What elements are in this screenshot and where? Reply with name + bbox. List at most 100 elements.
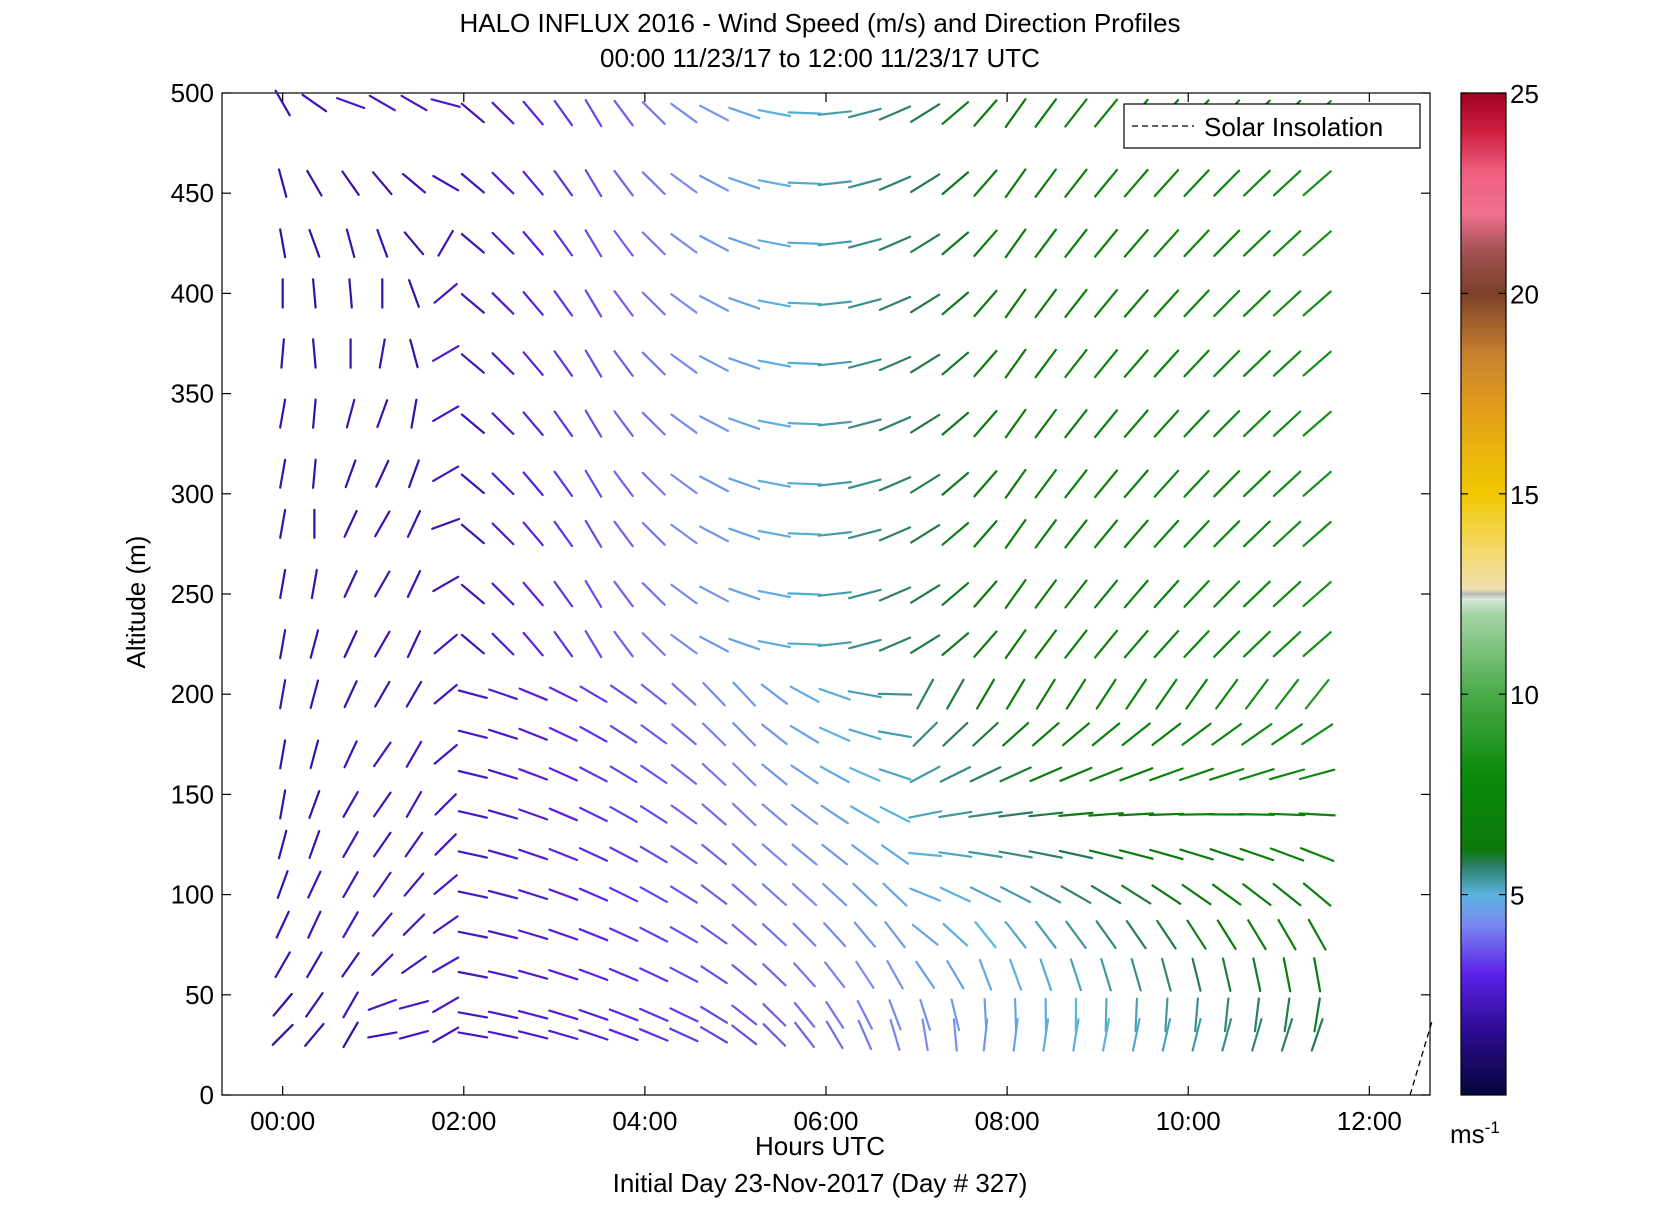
- wind-vector: [312, 278, 317, 309]
- wind-vector: [1208, 767, 1245, 781]
- wind-vector: [1251, 1018, 1263, 1052]
- wind-vector: [1090, 884, 1122, 905]
- colorbar-unit: ms-1: [1450, 1118, 1500, 1149]
- wind-vector: [306, 169, 323, 197]
- wind-vector: [518, 687, 548, 701]
- wind-vector: [819, 765, 850, 784]
- wind-vector: [579, 725, 608, 743]
- wind-vector: [279, 568, 287, 600]
- wind-vector: [817, 480, 852, 487]
- wind-vector: [306, 951, 323, 979]
- wind-vector: [792, 922, 817, 947]
- wind-vector: [912, 721, 938, 747]
- wind-vector: [406, 569, 422, 599]
- legend: Solar Insolation: [1123, 103, 1421, 149]
- wind-vector: [847, 588, 882, 600]
- wind-vector: [457, 689, 488, 700]
- wind-vector: [457, 890, 489, 899]
- wind-vector: [371, 912, 393, 937]
- wind-vector: [701, 762, 727, 786]
- wind-vector: [1034, 348, 1058, 379]
- wind-vector: [847, 478, 882, 490]
- wind-vector: [1283, 997, 1291, 1033]
- wind-vector: [1153, 229, 1180, 258]
- wind-vector: [641, 231, 666, 256]
- wind-vector: [1093, 469, 1119, 499]
- wind-vector: [1149, 767, 1184, 782]
- wind-vector: [460, 102, 485, 124]
- wind-vector: [432, 915, 459, 935]
- wind-vector: [433, 683, 458, 705]
- wind-vector: [433, 743, 458, 765]
- wind-vector: [1247, 919, 1267, 951]
- wind-vector: [1272, 170, 1302, 197]
- wind-vector: [1013, 997, 1018, 1032]
- wind-vector: [608, 1028, 639, 1042]
- wind-vector: [1089, 766, 1123, 782]
- wind-vector: [1000, 886, 1032, 904]
- wind-vector: [699, 295, 730, 312]
- y-tick-label: 350: [171, 379, 214, 409]
- wind-vector: [762, 963, 787, 987]
- wind-vector: [374, 680, 391, 708]
- wind-vector: [403, 872, 425, 897]
- wind-vector: [728, 417, 761, 430]
- wind-vector: [641, 521, 666, 546]
- wind-vector: [1153, 289, 1180, 318]
- wind-vector: [578, 928, 609, 942]
- wind-vector: [757, 589, 792, 599]
- wind-vector: [553, 290, 574, 317]
- wind-vector: [1123, 289, 1149, 318]
- wind-vector: [1302, 470, 1332, 497]
- wind-vector: [1242, 410, 1271, 438]
- wind-vector: [1271, 723, 1303, 746]
- wind-vector: [1149, 848, 1184, 861]
- wind-vector: [1153, 349, 1180, 378]
- wind-vector: [1088, 849, 1124, 860]
- wind-vector: [1065, 678, 1087, 710]
- wind-vector: [1058, 849, 1094, 860]
- wind-vector: [825, 1020, 844, 1050]
- wind-vector: [457, 850, 488, 859]
- wind-vector: [731, 842, 757, 867]
- wind-vector: [670, 293, 698, 314]
- wind-vector: [921, 1018, 929, 1052]
- wind-vector: [1272, 350, 1302, 377]
- wind-vector: [1277, 918, 1297, 951]
- wind-vector: [790, 803, 819, 825]
- wind-vector: [1242, 290, 1271, 317]
- wind-vector: [817, 180, 852, 187]
- wind-vector: [1298, 768, 1336, 781]
- wind-vector: [1064, 168, 1088, 198]
- wind-vector: [491, 522, 515, 546]
- wind-vector: [1118, 812, 1155, 817]
- wind-vector: [548, 726, 578, 742]
- wind-vector: [348, 278, 353, 309]
- wind-vector: [1183, 289, 1210, 318]
- wind-vector: [1002, 721, 1030, 747]
- wind-vector: [787, 241, 822, 245]
- wind-vector: [732, 681, 757, 707]
- wind-vector: [1030, 885, 1062, 904]
- wind-vector: [909, 173, 941, 193]
- wind-vector: [307, 870, 322, 899]
- wind-vector: [613, 580, 634, 608]
- wind-vector: [641, 411, 666, 436]
- x-axis-ticks: 00:00 02:00 04:00 06:00 08:00 10:00 12:00: [250, 93, 1402, 1136]
- wind-vector: [491, 171, 515, 195]
- wind-vector: [700, 884, 728, 905]
- wind-vector: [1093, 349, 1119, 378]
- wind-vector: [878, 526, 912, 542]
- wind-vector: [968, 810, 1003, 818]
- wind-vector: [309, 679, 320, 710]
- wind-vector: [584, 289, 603, 318]
- wind-vector: [847, 528, 882, 540]
- wind-vector: [1272, 290, 1302, 317]
- wind-vector: [308, 829, 321, 860]
- wind-vector: [1313, 957, 1322, 993]
- wind-vector: [312, 398, 317, 429]
- wind-vector: [460, 523, 485, 545]
- wind-vector: [1151, 884, 1182, 905]
- wind-vector: [609, 886, 639, 903]
- wind-vector: [487, 1030, 519, 1040]
